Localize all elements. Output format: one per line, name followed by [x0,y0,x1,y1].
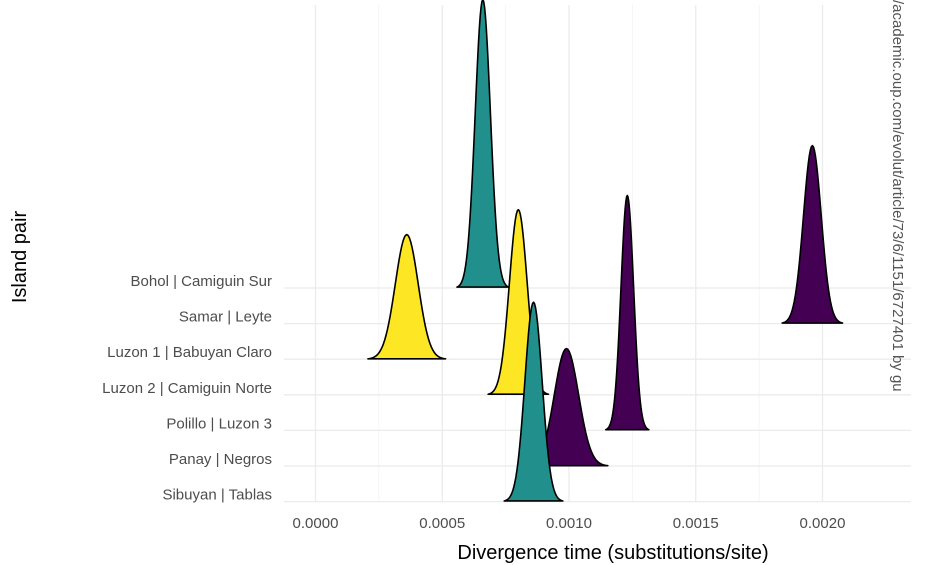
y-tick-label: Luzon 1 | Babuyan Claro [107,344,272,361]
y-tick-label: Panay | Negros [169,451,272,468]
density-ridge [781,144,844,324]
density-ridge [367,233,447,360]
y-tick-label: Luzon 2 | Camiguin Norte [102,380,272,397]
x-axis-title: Divergence time (substitutions/site) [457,542,768,564]
x-tick-label: 0.0005 [419,515,465,532]
y-tick-label: Bohol | Camiguin Sur [131,273,272,290]
y-tick-label: Polillo | Luzon 3 [166,415,272,432]
x-tick-label: 0.0020 [800,515,846,532]
y-tick-labels: Bohol | Camiguin Sur Samar | Leyte Luzon 1… [102,273,272,504]
y-tick-label: Sibuyan | Tablas [162,487,272,504]
watermark-text: /academic.oup.com/evolut/article/73/6/11… [889,0,906,392]
x-tick-label: 0.0000 [293,515,339,532]
y-tick-label: Samar | Leyte [179,309,272,326]
x-tick-label: 0.0015 [673,515,719,532]
density-ridges [367,0,844,502]
density-ridge [456,0,510,288]
density-ridge [604,194,650,431]
x-tick-labels: 0.0000 0.0005 0.0010 0.0015 0.0020 [293,515,846,532]
density-ridge [503,301,564,502]
y-axis-title: Island pair [9,211,31,304]
x-tick-label: 0.0010 [546,515,592,532]
